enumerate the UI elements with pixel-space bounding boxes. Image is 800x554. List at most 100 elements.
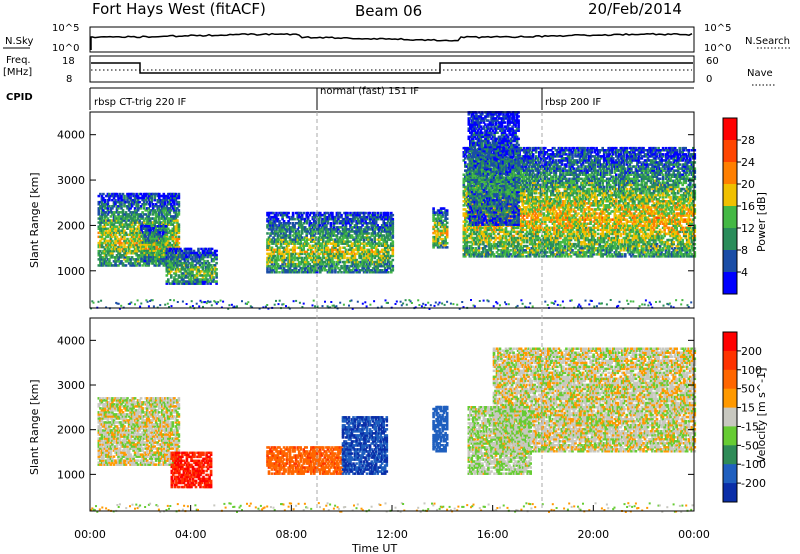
- data-cell: [387, 212, 390, 215]
- data-cell: [446, 242, 449, 245]
- data-cell: [367, 232, 370, 235]
- freq-tick-top: 18: [62, 56, 75, 67]
- data-cell: [289, 222, 292, 225]
- date-label: 20/Feb/2014: [588, 0, 682, 18]
- data-cell: [340, 214, 343, 217]
- data-cell: [392, 265, 395, 268]
- data-cell: [215, 262, 218, 265]
- data-cell: [102, 193, 105, 196]
- data-cell: [287, 212, 290, 215]
- data-cell: [446, 209, 449, 212]
- cpid-segment-1: rbsp CT-trig 220 IF: [94, 97, 187, 108]
- data-cell: [215, 280, 218, 283]
- data-cell: [364, 212, 367, 215]
- data-cell: [178, 236, 181, 239]
- nsearch-tick-bottom: 10^0: [704, 43, 731, 54]
- data-cell: [176, 219, 179, 222]
- nsky-tick-top: 10^5: [52, 23, 79, 34]
- data-cell: [293, 218, 296, 221]
- nsky-tick-bottom: 10^0: [52, 43, 79, 54]
- freq-frame: [90, 56, 694, 82]
- data-cell: [370, 238, 373, 241]
- data-cell: [298, 230, 301, 233]
- radar-summary-plot: Fort Hays West (fitACF) Beam 06 20/Feb/2…: [0, 0, 800, 554]
- data-cell: [178, 209, 181, 212]
- data-cell: [215, 254, 218, 256]
- data-cell: [211, 248, 214, 251]
- data-cell: [392, 218, 395, 221]
- data-cell: [376, 212, 379, 215]
- data-cell: [215, 268, 218, 271]
- data-cell: [292, 212, 295, 215]
- freq-tick-bottom: 8: [66, 74, 72, 85]
- cpid-segment-2: normal (fast) 151 IF: [320, 86, 419, 97]
- data-cell: [464, 161, 467, 164]
- data-cell: [122, 209, 125, 212]
- data-cell: [212, 276, 215, 279]
- nsky-trace: [91, 34, 692, 51]
- data-cell: [330, 222, 333, 225]
- data-cell: [302, 212, 305, 215]
- freq-label: Freq.: [6, 55, 31, 66]
- freq-trace: [91, 63, 693, 73]
- data-cell: [138, 201, 141, 204]
- data-cell: [178, 201, 181, 204]
- data-cell: [278, 271, 281, 274]
- cpid-segment-3: rbsp 200 IF: [545, 97, 601, 108]
- data-cell: [392, 214, 395, 217]
- data-cell: [160, 250, 163, 253]
- data-cell: [170, 274, 173, 277]
- cpid-row: CPID rbsp CT-trig 220 IF normal (fast) 1…: [6, 86, 694, 110]
- data-cell: [167, 278, 170, 281]
- data-cell: [178, 223, 181, 226]
- data-cell: [178, 193, 181, 196]
- nave-tick-top: 60: [706, 56, 719, 67]
- data-cell: [346, 212, 349, 215]
- nsky-label: N.Sky: [5, 36, 33, 47]
- data-cell: [197, 248, 200, 251]
- data-cell: [432, 207, 435, 210]
- data-cell: [379, 212, 382, 215]
- data-cell: [446, 226, 449, 229]
- data-cell: [120, 242, 123, 245]
- nave-label: Nave: [747, 68, 773, 79]
- data-cell: [331, 212, 334, 215]
- nsearch-label: N.Search: [745, 36, 790, 47]
- data-cell: [497, 249, 500, 252]
- cpid-label: CPID: [6, 92, 33, 103]
- data-cell: [215, 250, 218, 253]
- data-cell: [446, 246, 449, 249]
- data-cell: [123, 195, 126, 198]
- data-cell: [392, 259, 395, 262]
- data-cell: [373, 212, 376, 215]
- nave-tick-bottom: 0: [706, 74, 712, 85]
- freq-panel: Freq. [MHz] 18 8 60 0 Nave: [3, 55, 775, 85]
- data-cell: [152, 243, 155, 246]
- data-cell: [446, 218, 449, 221]
- data-cell: [333, 261, 336, 264]
- data-cell: [190, 248, 193, 251]
- data-cell: [178, 242, 181, 245]
- data-cell: [159, 231, 162, 234]
- station-title: Fort Hays West (fitACF): [92, 0, 266, 18]
- data-cell: [340, 271, 343, 274]
- data-cell: [266, 232, 269, 235]
- freq-unit: [MHz]: [3, 67, 32, 78]
- nsky-panel: N.Sky 10^5 10^0 10^5 10^0 N.Search: [3, 23, 790, 54]
- data-cell: [165, 225, 168, 228]
- data-cell: [125, 264, 128, 267]
- nsearch-tick-top: 10^5: [704, 23, 731, 34]
- data-cell: [339, 247, 342, 250]
- data-cell: [165, 243, 168, 246]
- data-cell: [466, 220, 469, 223]
- data-cell: [387, 271, 390, 274]
- beam-label: Beam 06: [355, 2, 422, 20]
- data-cell: [215, 272, 218, 275]
- data-cell: [165, 229, 168, 232]
- data-cell: [446, 222, 449, 225]
- data-cell: [154, 225, 157, 228]
- data-cell: [165, 237, 168, 240]
- data-cell: [392, 240, 395, 243]
- data-cell: [104, 199, 107, 202]
